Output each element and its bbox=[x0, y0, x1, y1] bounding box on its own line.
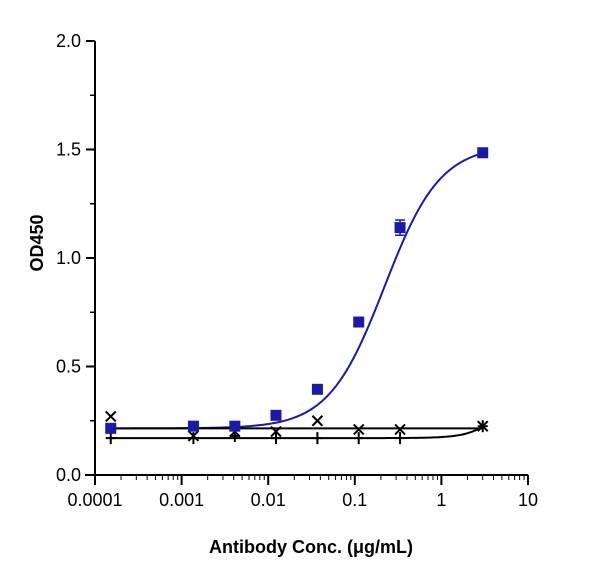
x-axis-title: Antibody Conc. (μg/mL) bbox=[209, 537, 413, 557]
fit-curves bbox=[110, 152, 484, 440]
y-tick-label: 1.0 bbox=[56, 248, 81, 268]
cross-marker-b bbox=[394, 423, 406, 436]
data-point-square bbox=[187, 420, 199, 432]
fit-curve-series-1 bbox=[110, 152, 484, 430]
data-point-cross bbox=[477, 420, 489, 432]
data-point-square bbox=[353, 316, 365, 328]
data-point-cross bbox=[105, 410, 117, 423]
square-marker bbox=[229, 420, 241, 432]
square-marker bbox=[311, 383, 323, 395]
data-point-square bbox=[229, 420, 241, 432]
data-point-cross bbox=[353, 423, 365, 436]
square-marker bbox=[270, 409, 282, 421]
data-point-cross bbox=[394, 423, 406, 436]
data-point-plus bbox=[312, 432, 323, 445]
x-tick-label: 0.1 bbox=[342, 490, 367, 510]
data-point-cross bbox=[311, 415, 324, 427]
y-tick-label: 2.0 bbox=[56, 31, 81, 51]
square-marker bbox=[394, 222, 406, 234]
data-point-square bbox=[105, 422, 117, 434]
data-point-square bbox=[477, 147, 489, 159]
x-tick-label: 0.01 bbox=[251, 490, 286, 510]
cross-marker-b bbox=[353, 423, 365, 436]
x-tick-label: 10 bbox=[518, 490, 538, 510]
square-marker bbox=[477, 147, 489, 159]
y-axis-title: OD450 bbox=[27, 214, 47, 271]
y-tick-label: 0.5 bbox=[56, 357, 81, 377]
y-tick-label: 1.5 bbox=[56, 140, 81, 160]
data-point-square bbox=[394, 219, 406, 236]
cross-marker-b bbox=[105, 410, 117, 423]
x-tick-label: 1 bbox=[436, 490, 446, 510]
data-point-plus bbox=[395, 432, 406, 445]
square-marker bbox=[353, 316, 365, 328]
data-point-square bbox=[270, 409, 282, 421]
y-tick-label: 0.0 bbox=[56, 465, 81, 485]
data-point-plus bbox=[105, 432, 116, 445]
data-point-plus bbox=[353, 432, 364, 445]
cross-marker-b bbox=[477, 420, 489, 432]
fit-curve-series-3 bbox=[110, 425, 484, 440]
x-tick-label: 0.001 bbox=[159, 490, 204, 510]
cross-marker-b bbox=[187, 430, 200, 442]
data-point-plus bbox=[270, 432, 281, 445]
square-marker bbox=[187, 420, 199, 432]
data-point-square bbox=[311, 383, 323, 395]
data-point-cross bbox=[270, 425, 282, 438]
cross-marker-b bbox=[270, 425, 282, 438]
data-point-cross bbox=[187, 430, 200, 442]
cross-marker-b bbox=[311, 415, 324, 427]
square-marker bbox=[105, 422, 117, 434]
x-tick-label: 0.0001 bbox=[67, 490, 122, 510]
data-points bbox=[105, 147, 489, 445]
axes: 0.0 0.5 1.0 1.5 2.0 0.0001 0.001 0.01 0.1 1 10 bbox=[56, 31, 538, 510]
